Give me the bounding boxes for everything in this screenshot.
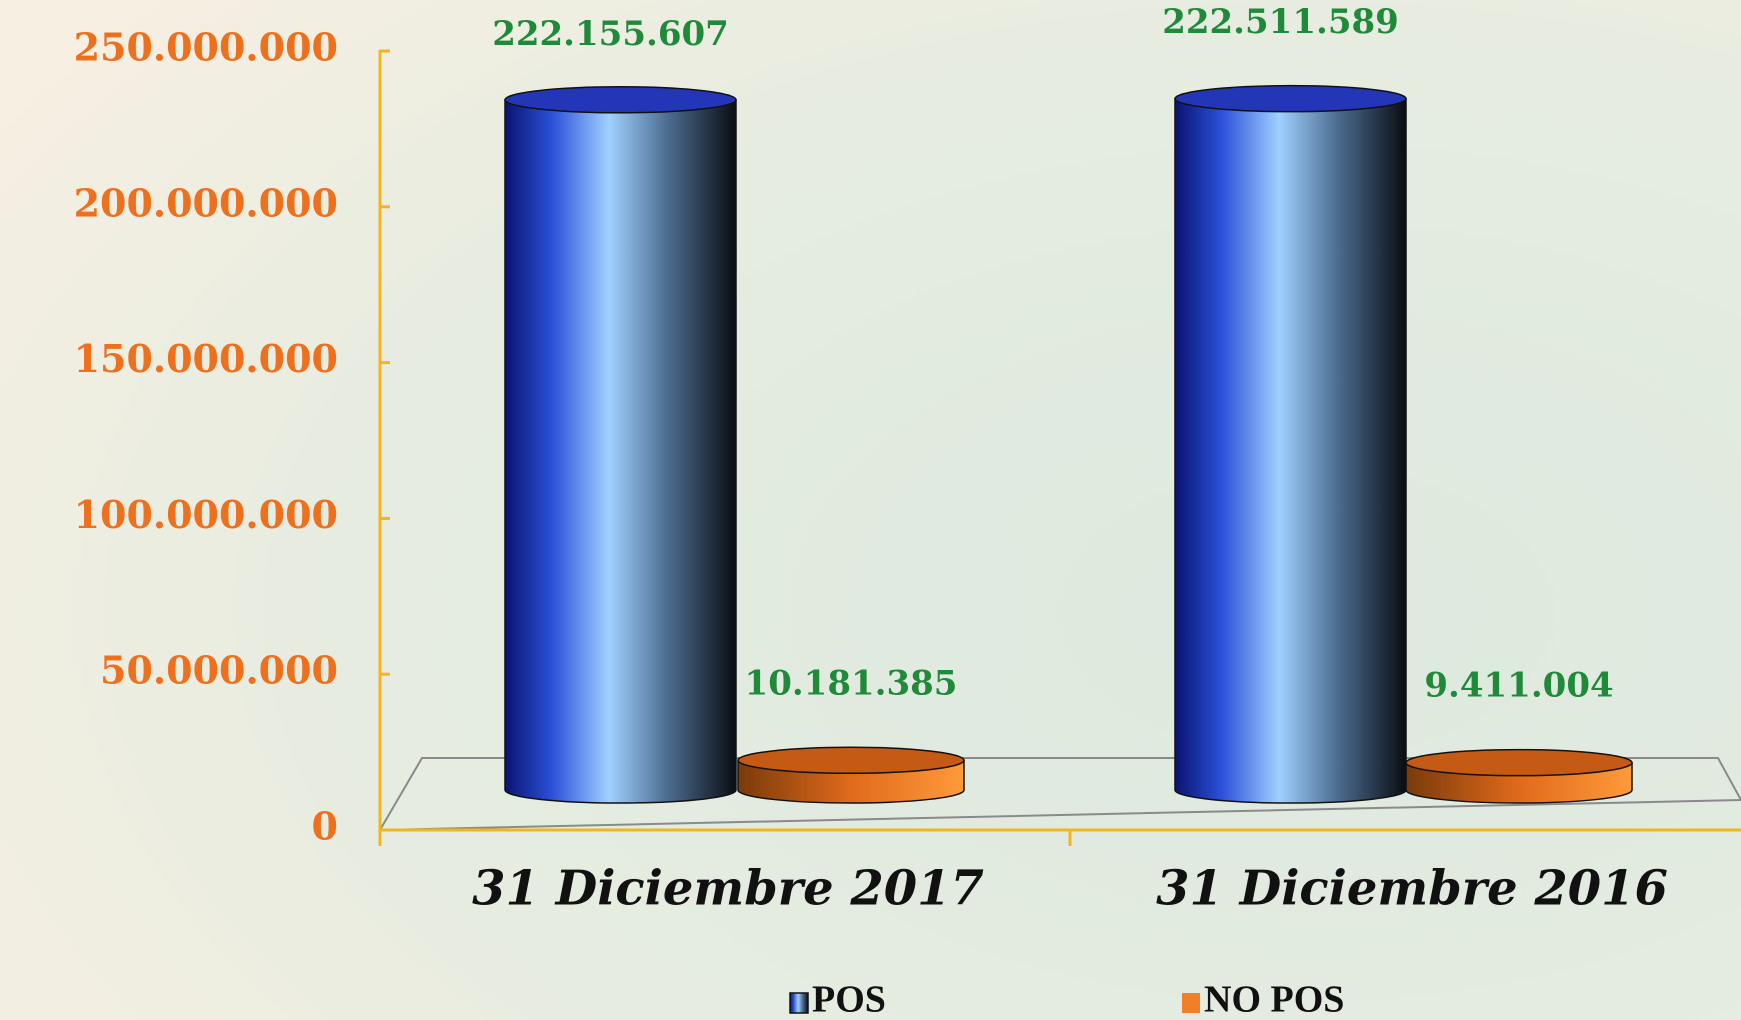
value-label: 9.411.004 [1424, 666, 1613, 706]
cylinder [1174, 84, 1407, 804]
cylinder-top [1174, 84, 1407, 113]
cylinder [737, 746, 965, 804]
value-label: 222.511.589 [1162, 2, 1399, 42]
cylinder-top [1405, 748, 1633, 777]
y-tick-label: 250.000.000 [74, 25, 338, 70]
y-tick-label: 100.000.000 [74, 492, 338, 537]
y-tick-label: 50.000.000 [100, 648, 338, 693]
legend-label: POS [812, 979, 886, 1020]
x-tick-label: 31 Diciembre 2017 [472, 861, 984, 917]
y-tick-label: 150.000.000 [74, 336, 338, 381]
y-tick-label: 200.000.000 [74, 180, 338, 225]
legend-label: NO POS [1204, 979, 1344, 1020]
y-tick-label: 0 [312, 804, 338, 849]
value-label: 222.155.607 [492, 14, 729, 54]
cylinder-top [504, 86, 737, 114]
legend-swatch [1182, 993, 1200, 1013]
value-label: 10.181.385 [745, 663, 958, 703]
cylinder-top [737, 746, 965, 775]
x-tick-label: 31 Diciembre 2016 [1156, 861, 1668, 917]
cylinder-body [504, 99, 737, 804]
cylinder-body [1174, 97, 1407, 804]
legend-swatch [789, 992, 809, 1014]
floor [378, 757, 1741, 832]
cylinder [504, 86, 737, 804]
cylinder [1405, 748, 1633, 804]
